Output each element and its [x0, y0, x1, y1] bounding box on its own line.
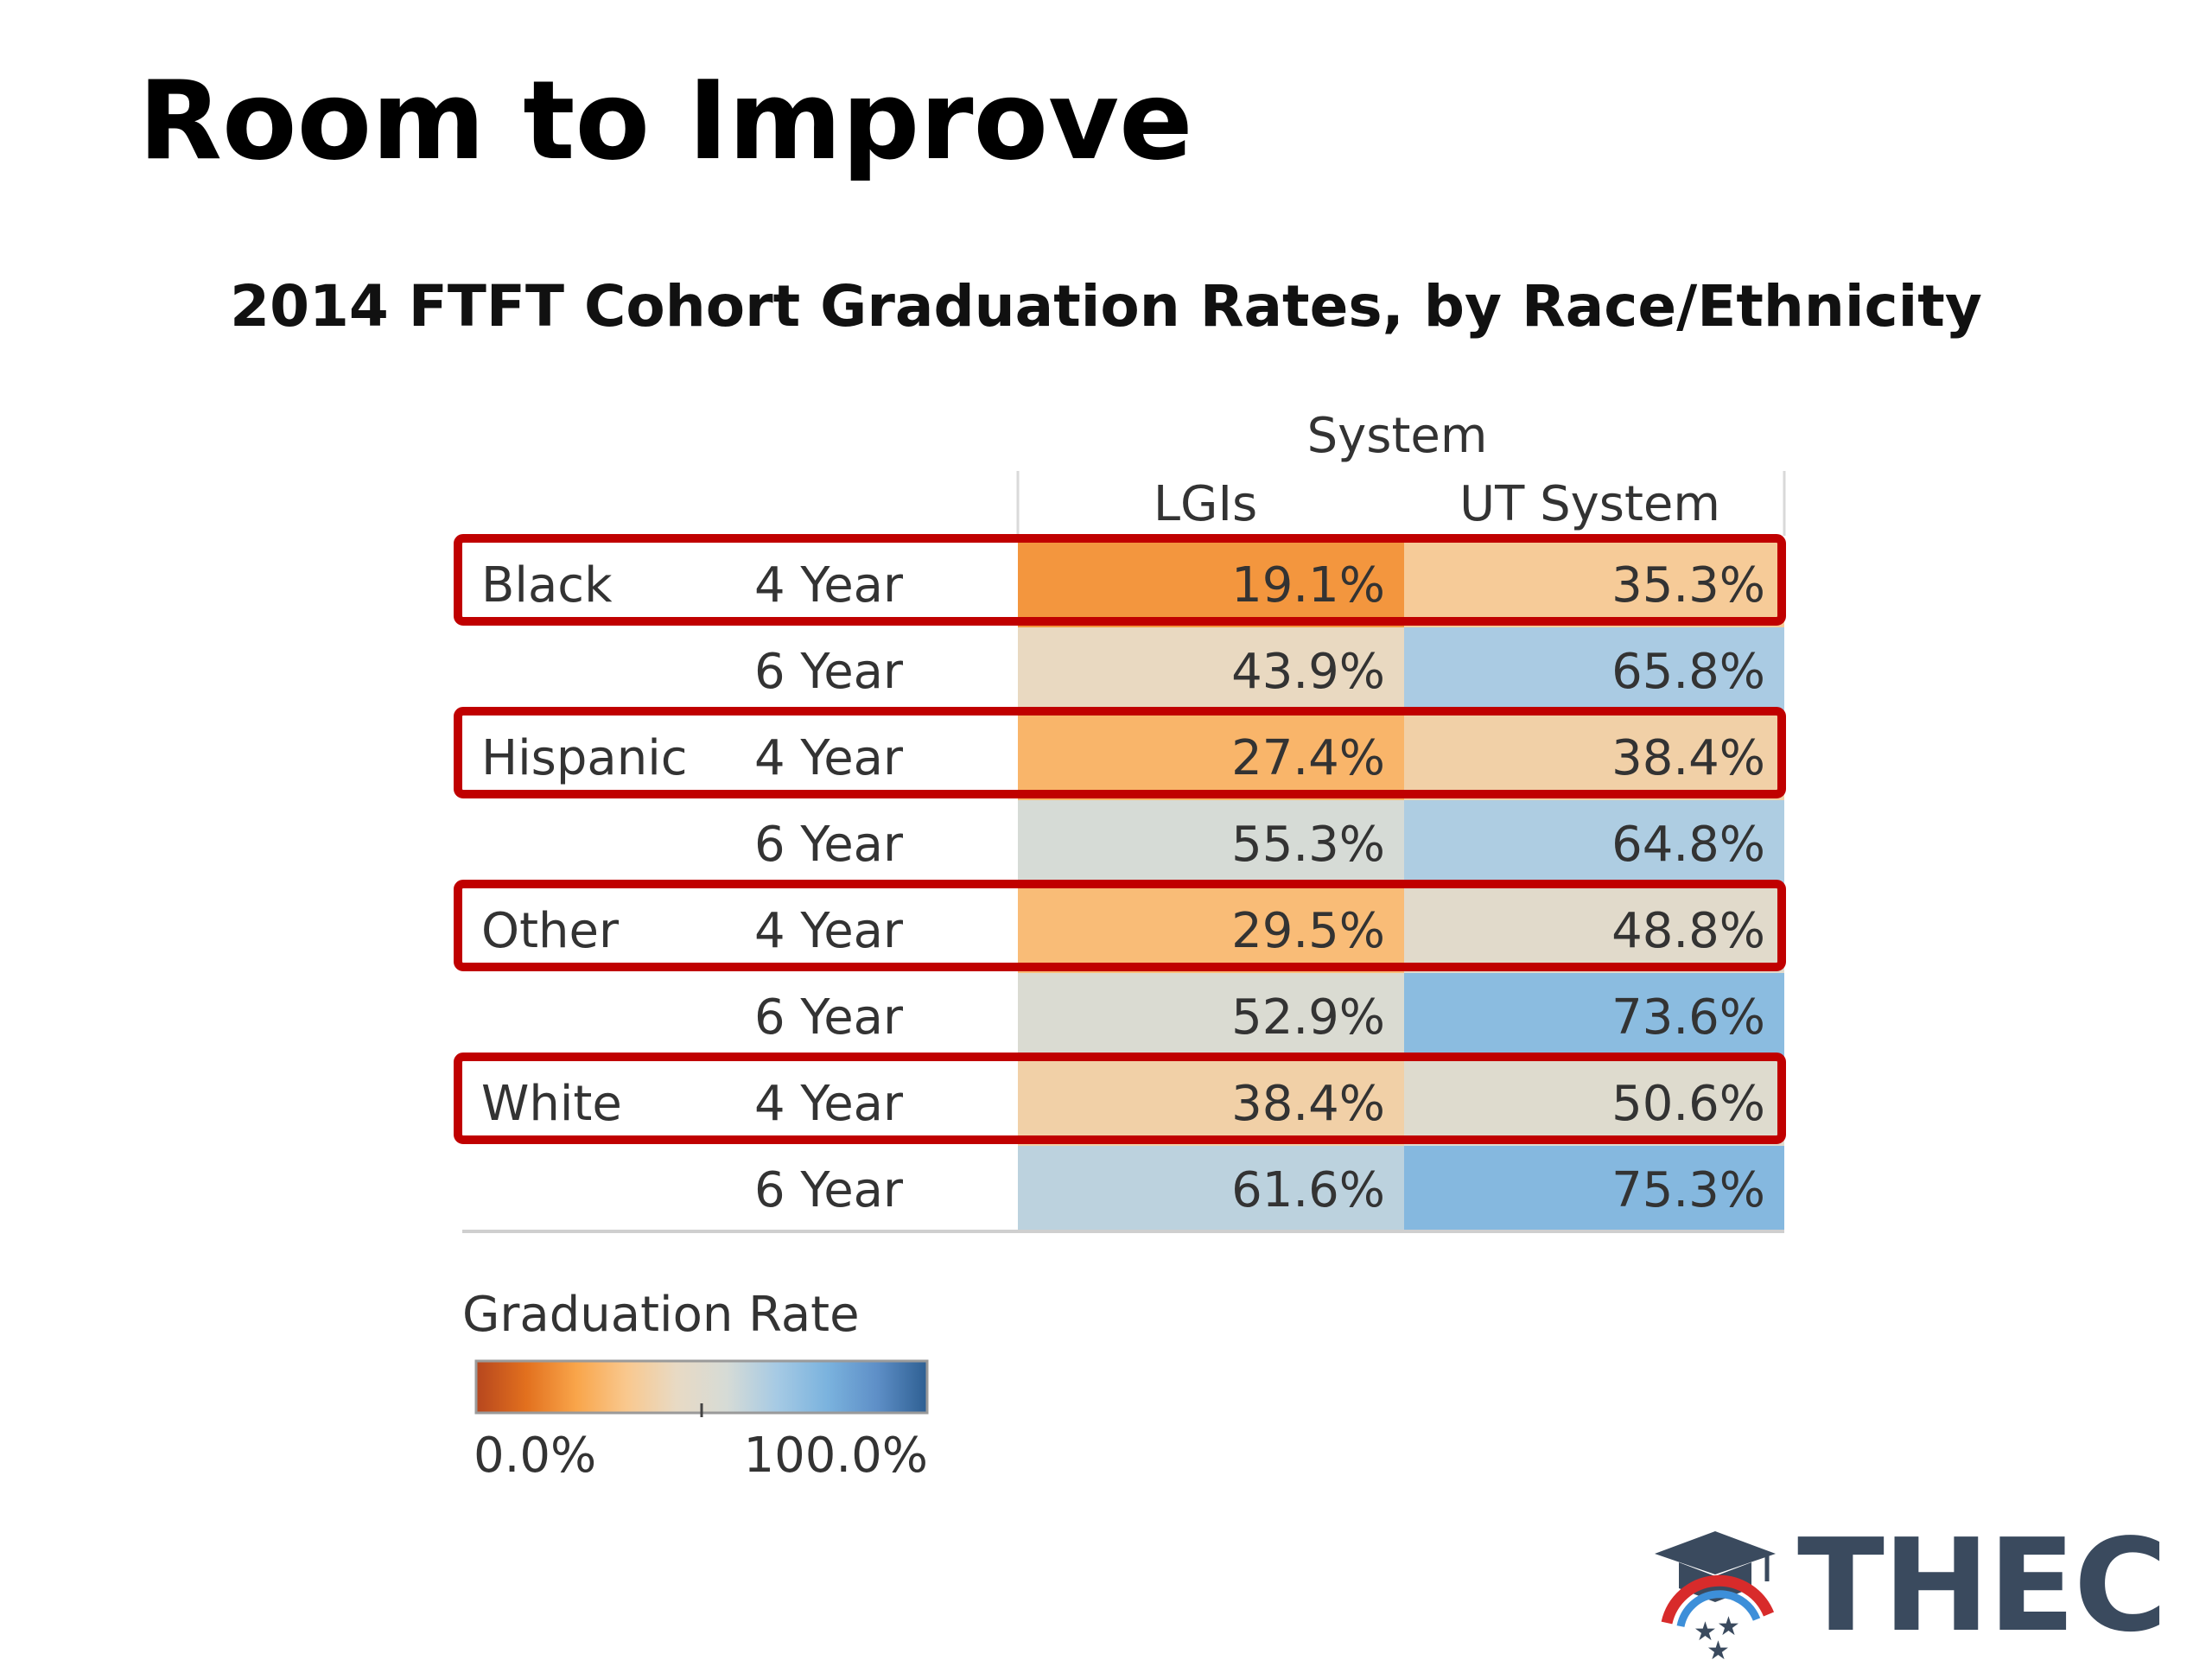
cell-value-label: 43.9% [1231, 644, 1385, 700]
cell-value-label: 61.6% [1231, 1162, 1385, 1218]
cell-value-label: 50.6% [1611, 1076, 1765, 1132]
legend-min-label: 0.0% [474, 1428, 596, 1484]
heatmap-cell-white-6year-lgis [1018, 1146, 1404, 1232]
cell-value-label: 29.5% [1231, 903, 1385, 959]
heatmap-cell-other-4year-lgis [1018, 887, 1404, 973]
highlight-box-other-4year [454, 880, 1786, 971]
heatmap-cell-white-4year-ut-system [1404, 1059, 1784, 1146]
row-label-period: 6 Year [754, 644, 904, 700]
heatmap-cell-hispanic-4year-ut-system [1404, 714, 1784, 800]
cell-value-label: 65.8% [1611, 644, 1765, 700]
cell-value-label: 75.3% [1611, 1162, 1765, 1218]
cell-value-label: 19.1% [1231, 557, 1385, 614]
row-label-period: 4 Year [754, 1076, 904, 1132]
row-label-period: 4 Year [754, 903, 904, 959]
legend-max-label: 100.0% [743, 1428, 928, 1484]
heatmap-cell-black-6year-ut-system [1404, 627, 1784, 714]
graduation-cap-stars-icon: ★ ★ ★ [1655, 1531, 1776, 1659]
svg-text:★: ★ [1717, 1612, 1740, 1642]
highlight-box-white-4year [454, 1053, 1786, 1144]
row-label-period: 6 Year [754, 817, 904, 873]
row-label-period: 4 Year [754, 557, 904, 614]
svg-text:★: ★ [1707, 1636, 1730, 1659]
row-label-group: White [481, 1076, 622, 1132]
heatmap-cell-other-4year-ut-system [1404, 887, 1784, 973]
row-label-group: Hispanic [481, 730, 688, 786]
heatmap-cell-other-6year-ut-system [1404, 973, 1784, 1059]
heatmap-cell-hispanic-6year-lgis [1018, 800, 1404, 887]
heatmap-cell-other-6year-lgis [1018, 973, 1404, 1059]
row-label-period: 6 Year [754, 1162, 904, 1218]
row-label-group: Other [481, 903, 620, 959]
row-label-group: Black [481, 557, 613, 614]
chart-title: 2014 FTFT Cohort Graduation Rates, by Ra… [230, 273, 1982, 340]
heatmap-cell-hispanic-6year-ut-system [1404, 800, 1784, 887]
slide-title: Room to Improve [138, 57, 1193, 184]
cell-value-label: 38.4% [1231, 1076, 1385, 1132]
column-group-label: System [1307, 408, 1488, 464]
heatmap-cell-white-4year-lgis [1018, 1059, 1404, 1146]
legend-title: Graduation Rate [462, 1287, 860, 1343]
heatmap-cell-black-6year-lgis [1018, 627, 1404, 714]
heatmap-cell-hispanic-4year-lgis [1018, 714, 1404, 800]
heatmap-cell-white-6year-ut-system [1404, 1146, 1784, 1232]
svg-text:★: ★ [1694, 1617, 1717, 1647]
cell-value-label: 52.9% [1231, 989, 1385, 1046]
thec-logo: ★ ★ ★ THEC [1646, 1521, 2199, 1659]
cell-value-label: 55.3% [1231, 817, 1385, 873]
heatmap-cell-black-4year-lgis [1018, 541, 1404, 627]
column-header-lgis: LGIs [1154, 476, 1257, 532]
heatmap-chart: System LGIs UT System Black 4 Year 19.1% 35… [454, 408, 1786, 1484]
heatmap-cell-black-4year-ut-system [1404, 541, 1784, 627]
column-header-ut-system: UT System [1459, 476, 1720, 532]
row-label-period: 6 Year [754, 989, 904, 1046]
cell-value-label: 73.6% [1611, 989, 1765, 1046]
cell-value-label: 38.4% [1611, 730, 1765, 786]
cell-value-label: 27.4% [1231, 730, 1385, 786]
cell-value-label: 35.3% [1611, 557, 1765, 614]
logo-text: THEC [1797, 1511, 2168, 1660]
cell-value-label: 48.8% [1611, 903, 1765, 959]
highlight-box-hispanic-4year [454, 707, 1786, 798]
highlight-box-black-4year [454, 534, 1786, 626]
row-label-period: 4 Year [754, 730, 904, 786]
cell-value-label: 64.8% [1611, 817, 1765, 873]
